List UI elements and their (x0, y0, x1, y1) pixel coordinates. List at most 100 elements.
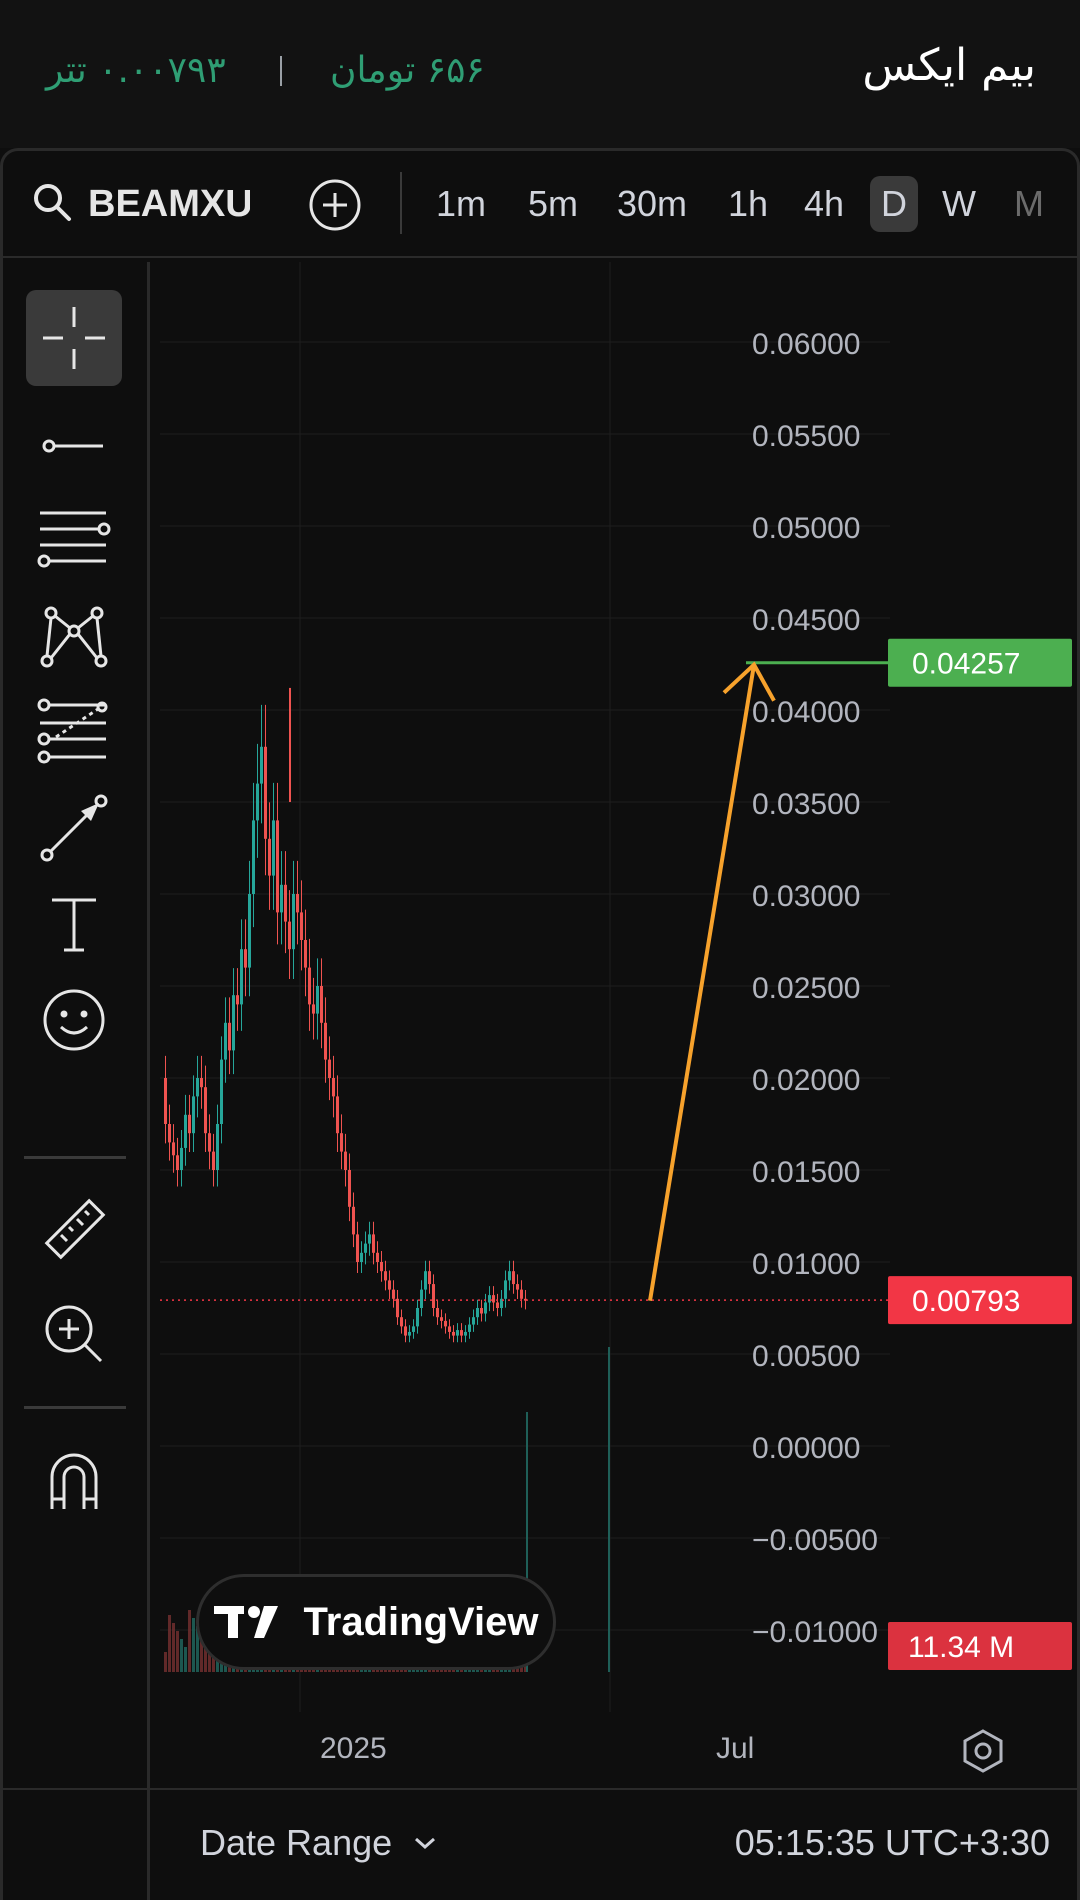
y-tick-label: 0.04500 (752, 604, 860, 637)
current-price-tag (888, 1276, 1072, 1325)
volume-bar (608, 1347, 610, 1672)
candle-body (292, 894, 295, 950)
date-range-selector[interactable]: Date Range (200, 1822, 440, 1864)
candle-body (336, 1096, 339, 1134)
candle-body (520, 1289, 523, 1299)
magnet-tool[interactable] (26, 1432, 122, 1528)
symbol-name: BEAMXUSDT (88, 182, 250, 225)
search-icon (30, 180, 74, 228)
candle-body (248, 894, 251, 968)
candle-body (428, 1271, 431, 1285)
candle-body (208, 1133, 211, 1152)
volume-bar (168, 1615, 171, 1672)
candle-body (228, 1022, 231, 1051)
text-tool[interactable] (26, 876, 122, 972)
plus-circle-icon (309, 179, 361, 231)
candle-body (268, 838, 271, 876)
x-tick-2025: 2025 (320, 1732, 387, 1765)
candle-body (168, 1124, 171, 1143)
emoji-tool[interactable] (26, 972, 122, 1068)
crosshair-icon (43, 307, 105, 369)
candle-body (276, 820, 279, 913)
candle-body (448, 1326, 451, 1332)
candle-body (332, 1078, 335, 1097)
fib-tool[interactable] (26, 492, 122, 588)
candle-body (372, 1234, 375, 1253)
candle-body (400, 1317, 403, 1327)
timezone-clock[interactable]: 05:15:35 UTC+3:30 (734, 1822, 1050, 1863)
candle-body (392, 1289, 395, 1299)
candle-body (320, 986, 323, 1023)
volume-bar (200, 1634, 203, 1672)
interval-w[interactable]: W (942, 183, 976, 224)
candle-body (200, 1078, 203, 1088)
interval-d[interactable]: D (870, 176, 918, 232)
add-symbol-button[interactable] (308, 178, 362, 236)
price-usdt: ۰.۰۰۷۹۳ تتر (46, 50, 226, 91)
candle-body (264, 746, 267, 839)
crosshair-tool[interactable] (26, 290, 122, 386)
x-tick-jul: Jul (716, 1732, 755, 1765)
interval-5m[interactable]: 5m (527, 183, 578, 224)
candle-body (488, 1295, 491, 1303)
candle-body (176, 1155, 179, 1170)
interval-30m[interactable]: 30m (616, 183, 688, 224)
sidebar-divider (24, 1406, 126, 1409)
chart-settings-button[interactable] (960, 1728, 1006, 1778)
interval-1h[interactable]: 1h (727, 183, 769, 224)
candle-body (324, 1022, 327, 1060)
pattern-icon (40, 606, 108, 668)
prediction-tool[interactable] (26, 682, 122, 778)
candle-body (304, 940, 307, 968)
candle-body (504, 1280, 507, 1299)
zoom-tool[interactable] (26, 1286, 122, 1382)
interval-m[interactable]: M (1014, 183, 1044, 224)
candle-body (376, 1252, 379, 1262)
candle-body (180, 1147, 183, 1170)
price-toman: ۶۵۶ تومان (330, 50, 485, 91)
candle-body (380, 1262, 383, 1272)
candle-body (384, 1271, 387, 1281)
ruler-tool[interactable] (26, 1182, 122, 1278)
price-separator (280, 56, 282, 86)
interval-1m[interactable]: 1m (435, 183, 486, 224)
candle-body (288, 921, 291, 950)
volume-bar (164, 1652, 167, 1672)
arrow-icon (40, 794, 108, 862)
y-tick-label: 0.05000 (752, 512, 860, 545)
pattern-tool[interactable] (26, 588, 122, 684)
y-tick-label: 0.02500 (752, 972, 860, 1005)
candle-body (216, 1124, 219, 1170)
candle-body (388, 1280, 391, 1290)
interval-4h[interactable]: 4h (803, 183, 845, 224)
candle-body (308, 967, 311, 1005)
candle-body (456, 1330, 459, 1336)
arrow-tool[interactable] (26, 780, 122, 876)
candle-body (508, 1271, 511, 1281)
drawing-sidebar (0, 262, 150, 1900)
candle-body (256, 783, 259, 821)
volume-label: 11.34 M (908, 1631, 1014, 1664)
volume-tag (888, 1622, 1072, 1670)
volume-bar (176, 1631, 179, 1672)
candle-body (436, 1308, 439, 1318)
candle-body (244, 949, 247, 968)
projection-arrow-head (722, 661, 776, 702)
volume-bar (196, 1626, 199, 1672)
candle-body (484, 1302, 487, 1314)
symbol-search[interactable]: BEAMXUSDT (30, 176, 250, 232)
candle-body (272, 820, 275, 876)
projection-arrow (648, 664, 756, 1301)
candle-body (460, 1330, 463, 1336)
candle-body (468, 1324, 471, 1332)
candle-body (172, 1142, 175, 1156)
candle-body (416, 1308, 419, 1327)
candle-body (284, 884, 287, 922)
trend-line-tool[interactable] (26, 398, 122, 494)
y-tick-label: 0.03000 (752, 880, 860, 913)
text-icon (52, 898, 96, 952)
price-chart[interactable]: 0.06000 0.05500 0.05000 0.04500 0.04000 0.035… (160, 262, 1080, 1712)
candle-body (408, 1331, 411, 1336)
candle-body (500, 1298, 503, 1308)
y-tick-label: 0.01500 (752, 1156, 860, 1189)
